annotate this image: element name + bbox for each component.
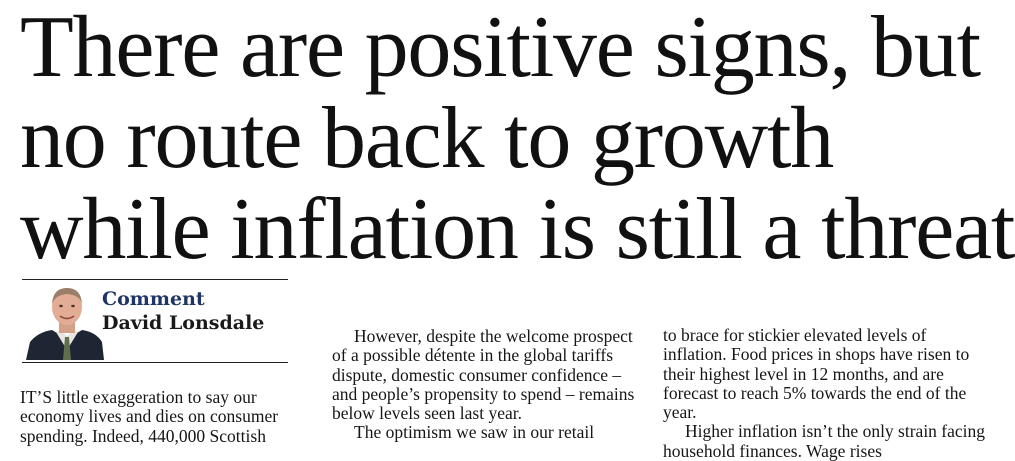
article-column-1: IT’S little exaggeration to say our econ… bbox=[20, 387, 310, 446]
author-photo bbox=[26, 280, 104, 360]
headline: There are positive signs, but no route b… bbox=[20, 0, 1015, 278]
author-name: David Lonsdale bbox=[102, 312, 265, 334]
paragraph: to brace for stickier elevated levels of… bbox=[663, 325, 970, 423]
article-column-2: However, despite the welcome prospect of… bbox=[332, 326, 637, 443]
byline-text: Comment David Lonsdale bbox=[102, 288, 264, 336]
paragraph: The optimism we saw in our retail bbox=[354, 422, 595, 443]
section-tag: Comment bbox=[102, 288, 205, 310]
article-column-3: to brace for stickier elevated levels of… bbox=[663, 325, 993, 461]
headline-line-2: no route back to growth bbox=[20, 90, 834, 187]
paragraph: However, despite the welcome prospect of… bbox=[332, 326, 635, 424]
paragraph: Higher inflation isn’t the only strain f… bbox=[663, 421, 986, 461]
paragraph: IT’S little exaggeration to say our econ… bbox=[20, 387, 279, 446]
headline-line-3: while inflation is still a threat bbox=[20, 181, 1015, 278]
byline-box: Comment David Lonsdale bbox=[22, 279, 288, 363]
headline-line-1: There are positive signs, but bbox=[20, 0, 981, 96]
